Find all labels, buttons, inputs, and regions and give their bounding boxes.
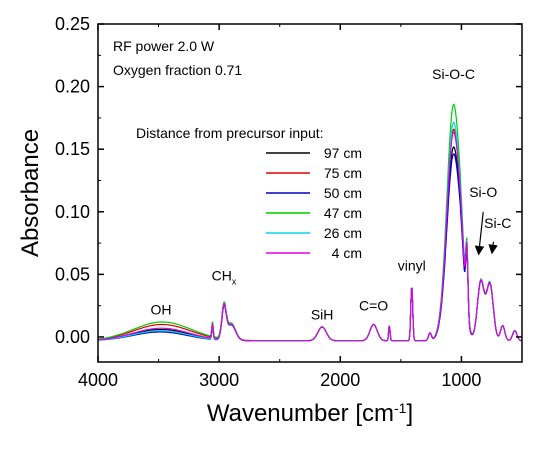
x-tick-label: 4000 [78, 370, 118, 390]
annotation-arrow [474, 211, 485, 256]
peak-annotation: Si-C [484, 215, 511, 231]
peak-annotation-label: OH [150, 301, 171, 317]
peak-annotation-label: vinyl [398, 258, 426, 274]
legend-label: 26 cm [324, 225, 362, 241]
y-tick-label: 0.20 [55, 77, 90, 97]
peak-annotation: OH [150, 301, 171, 317]
legend-label: 75 cm [324, 165, 362, 181]
y-tick-label: 0.05 [55, 264, 90, 284]
legend-label: 97 cm [324, 145, 362, 161]
legend: 97 cm 75 cm 50 cm 47 cm 26 cm 4 cm [266, 145, 362, 261]
peak-annotation: Si-O-C [432, 66, 475, 82]
peak-annotation-label: Si-C [484, 215, 511, 231]
peak-annotation: SiH [311, 306, 334, 322]
x-axis-title-main: Wavenumber [cm [207, 400, 394, 427]
peak-annotation: C=O [359, 298, 388, 314]
series-line-4-cm [98, 131, 522, 342]
legend-title: Distance from precursor input: [136, 125, 324, 141]
legend-label: 50 cm [324, 185, 362, 201]
peak-annotation-label: Si-O-C [432, 66, 475, 82]
peak-annotation-subscript: x [232, 277, 237, 287]
x-tick-label: 2000 [320, 370, 360, 390]
y-axis-title: Absorbance [17, 129, 44, 257]
annotations: OH CHx SiH C=O vinyl Si-O-C Si-O Si-C [150, 66, 511, 322]
x-axis-title-end: ] [406, 400, 413, 427]
x-tick-label: 3000 [199, 370, 239, 390]
peak-annotation: CHx [212, 268, 237, 287]
text-layer: RF power 2.0 W Oxygen fraction 0.71 Dist… [17, 38, 413, 427]
y-tick-label: 0.25 [55, 14, 90, 34]
x-axis-title-superscript: -1 [394, 400, 407, 416]
legend-label: 4 cm [332, 245, 362, 261]
peak-annotation: vinyl [398, 258, 426, 274]
note-oxygen-fraction: Oxygen fraction 0.71 [113, 62, 242, 78]
y-tick-label: 0.10 [55, 202, 90, 222]
peak-annotation-label: Si-O [469, 184, 497, 200]
peak-annotation-label: CH [212, 268, 232, 284]
note-rf-power: RF power 2.0 W [113, 38, 215, 54]
series-layer [98, 103, 522, 342]
legend-label: 47 cm [324, 205, 362, 221]
peak-annotation-label: C=O [359, 298, 388, 314]
y-tick-label: 0.00 [55, 327, 90, 347]
x-tick-label: 1000 [441, 370, 481, 390]
annotation-arrow [488, 241, 498, 255]
peak-annotation-label: SiH [311, 306, 334, 322]
plot-frame [97, 23, 523, 363]
peak-annotation: Si-O [469, 184, 497, 200]
x-axis-title: Wavenumber [cm-1] [207, 400, 413, 427]
y-tick-label: 0.15 [55, 139, 90, 159]
ticks-layer: 4000 3000 2000 1000 0.00 0.05 0.10 0.15 0.20 0.25 [55, 14, 522, 390]
